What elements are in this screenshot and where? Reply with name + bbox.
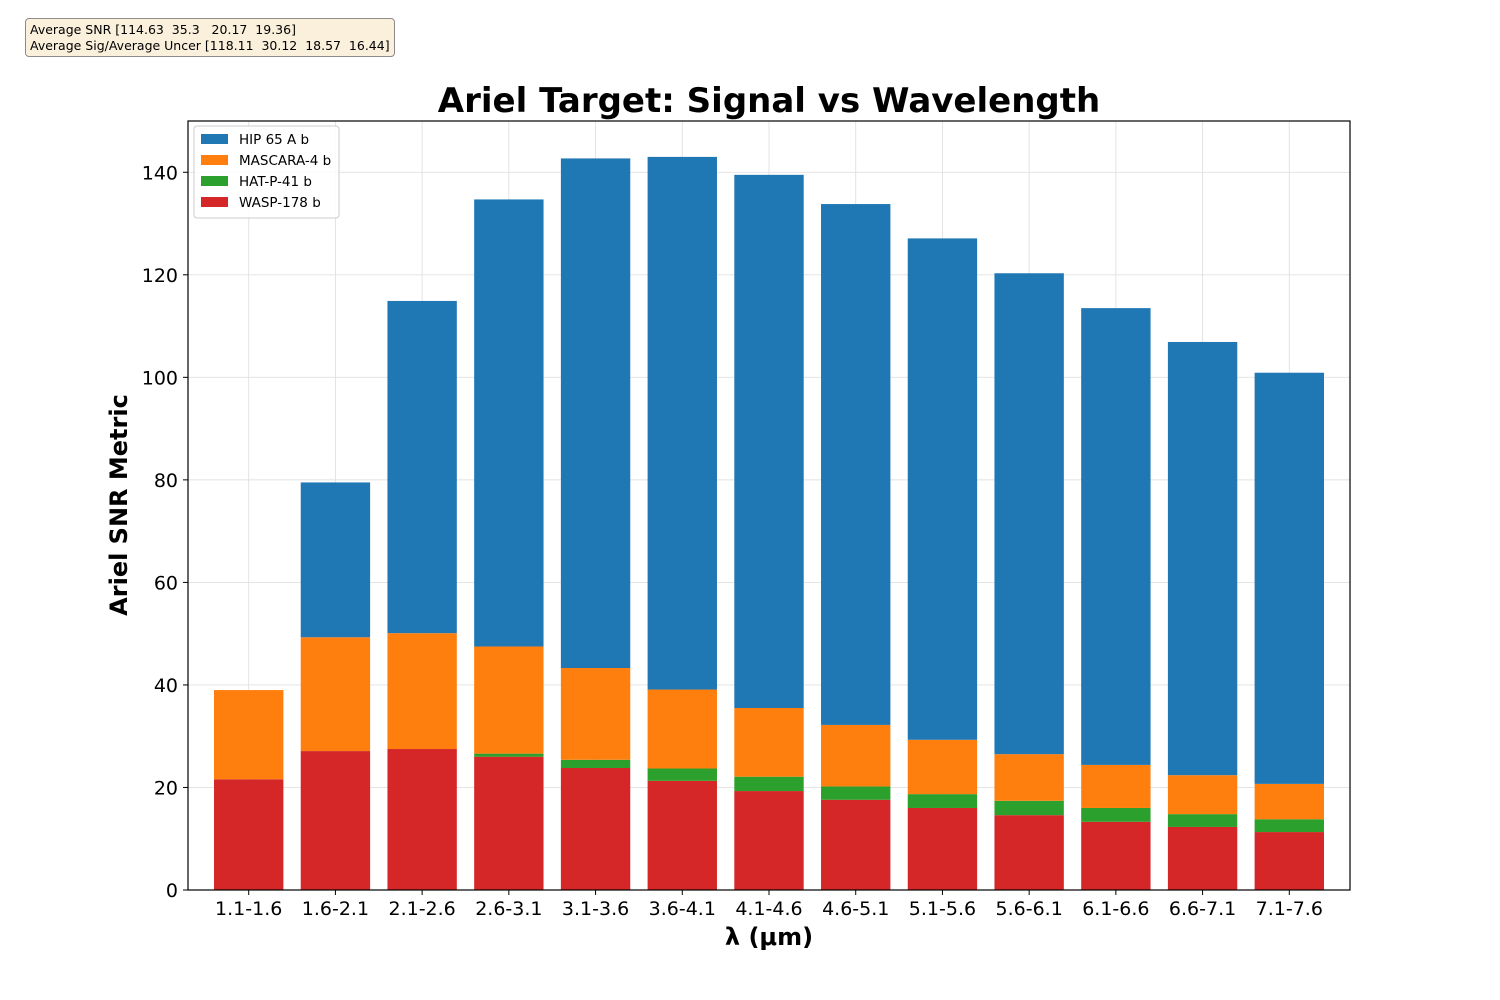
y-tick-label: 80 bbox=[154, 470, 178, 492]
bar-hip-65-a-b bbox=[647, 156, 717, 690]
x-tick-label: 7.1-7.6 bbox=[1256, 898, 1323, 920]
bar-group bbox=[214, 156, 1324, 890]
y-tick-label: 60 bbox=[154, 572, 178, 594]
y-tick-label: 0 bbox=[166, 880, 178, 902]
bar-wasp-178-b bbox=[1254, 832, 1324, 890]
bar-hip-65-a-b bbox=[560, 158, 631, 669]
y-tick-label: 100 bbox=[142, 367, 178, 389]
bar-hip-65-a-b bbox=[1167, 341, 1238, 776]
bar-hip-65-a-b bbox=[907, 238, 978, 740]
bar-mascara-4-b bbox=[734, 708, 804, 777]
bar-hat-p-41-b bbox=[821, 786, 891, 800]
legend-label: HAT-P-41 b bbox=[239, 174, 312, 190]
bar-hip-65-a-b bbox=[387, 300, 457, 634]
x-tick-label: 2.1-2.6 bbox=[388, 898, 455, 920]
x-axis-label: λ (μm) bbox=[725, 923, 813, 951]
legend-box bbox=[193, 125, 340, 219]
bar-hat-p-41-b bbox=[994, 800, 1064, 816]
bar-mascara-4-b bbox=[1081, 764, 1151, 808]
x-axis: 1.1-1.6 1.6-2.1 2.1-2.6 2.6-3.1 3.1-3.6 3.6-4… bbox=[215, 890, 1323, 920]
bar-wasp-178-b bbox=[300, 751, 371, 890]
y-tick-label: 140 bbox=[142, 162, 178, 184]
x-tick-label: 5.6-6.1 bbox=[996, 898, 1063, 920]
bar-hip-65-a-b bbox=[734, 174, 804, 709]
bar-hip-65-a-b bbox=[474, 199, 544, 647]
bar-hip-65-a-b bbox=[300, 482, 371, 638]
average-sig-uncer-text: Average Sig/Average Uncer [118.11 30.12 … bbox=[30, 38, 390, 53]
x-tick-label: 1.1-1.6 bbox=[215, 898, 282, 920]
bar-hat-p-41-b bbox=[647, 768, 717, 781]
bar-mascara-4-b bbox=[474, 646, 544, 754]
y-tick-label: 20 bbox=[154, 777, 178, 799]
y-tick-label: 40 bbox=[154, 675, 178, 697]
y-axis-label: Ariel SNR Metric bbox=[105, 394, 133, 616]
bar-wasp-178-b bbox=[214, 779, 284, 890]
bar-mascara-4-b bbox=[994, 754, 1064, 801]
bar-mascara-4-b bbox=[1254, 783, 1324, 820]
bar-hat-p-41-b bbox=[560, 759, 631, 768]
bar-hat-p-41-b bbox=[1167, 814, 1238, 827]
bar-mascara-4-b bbox=[214, 690, 284, 780]
legend-label: MASCARA-4 b bbox=[239, 153, 331, 169]
bar-mascara-4-b bbox=[300, 637, 371, 752]
average-snr-text: Average SNR [114.63 35.3 20.17 19.36] bbox=[30, 22, 296, 37]
bar-wasp-178-b bbox=[821, 799, 891, 890]
legend-label: WASP-178 b bbox=[239, 195, 321, 211]
bar-wasp-178-b bbox=[560, 767, 631, 890]
legend: HIP 65 A b MASCARA-4 b HAT-P-41 b WASP-178 … bbox=[193, 125, 340, 219]
bar-wasp-178-b bbox=[1167, 826, 1238, 890]
x-tick-label: 6.6-7.1 bbox=[1169, 898, 1236, 920]
bar-wasp-178-b bbox=[994, 815, 1064, 890]
x-tick-label: 6.1-6.6 bbox=[1082, 898, 1149, 920]
y-tick-label: 120 bbox=[142, 265, 178, 287]
bar-wasp-178-b bbox=[474, 756, 544, 890]
x-tick-label: 3.6-4.1 bbox=[649, 898, 716, 920]
bar-wasp-178-b bbox=[647, 780, 717, 890]
stats-annotation: Average SNR [114.63 35.3 20.17 19.36] Ave… bbox=[25, 18, 395, 57]
legend-swatch bbox=[201, 176, 228, 186]
legend-swatch bbox=[201, 134, 228, 144]
chart-title: Ariel Target: Signal vs Wavelength bbox=[438, 81, 1100, 121]
bar-wasp-178-b bbox=[1081, 821, 1151, 890]
y-axis: 0 20 40 60 80 100 120 140 bbox=[142, 162, 188, 902]
bar-hip-65-a-b bbox=[994, 273, 1064, 755]
x-tick-label: 1.6-2.1 bbox=[302, 898, 369, 920]
bar-hip-65-a-b bbox=[1081, 308, 1151, 765]
bar-hat-p-41-b bbox=[907, 794, 978, 808]
legend-label: HIP 65 A b bbox=[239, 132, 309, 148]
bar-wasp-178-b bbox=[734, 791, 804, 890]
legend-swatch bbox=[201, 155, 228, 165]
bar-mascara-4-b bbox=[821, 724, 891, 787]
legend-swatch bbox=[201, 197, 228, 207]
bar-mascara-4-b bbox=[387, 633, 457, 750]
bar-hat-p-41-b bbox=[1254, 819, 1324, 833]
bar-hat-p-41-b bbox=[1081, 807, 1151, 822]
bar-wasp-178-b bbox=[907, 807, 978, 890]
bar-hat-p-41-b bbox=[474, 753, 544, 757]
bar-hip-65-a-b bbox=[1254, 372, 1324, 784]
x-tick-label: 3.1-3.6 bbox=[562, 898, 629, 920]
bar-hat-p-41-b bbox=[734, 776, 804, 792]
x-tick-label: 5.1-5.6 bbox=[909, 898, 976, 920]
x-tick-label: 4.1-4.6 bbox=[735, 898, 802, 920]
x-tick-label: 4.6-5.1 bbox=[822, 898, 889, 920]
x-tick-label: 2.6-3.1 bbox=[475, 898, 542, 920]
bar-wasp-178-b bbox=[387, 749, 457, 890]
bar-mascara-4-b bbox=[647, 689, 717, 769]
bar-hip-65-a-b bbox=[821, 204, 891, 725]
bar-mascara-4-b bbox=[1167, 775, 1238, 815]
bar-mascara-4-b bbox=[907, 739, 978, 795]
bar-mascara-4-b bbox=[560, 668, 631, 760]
